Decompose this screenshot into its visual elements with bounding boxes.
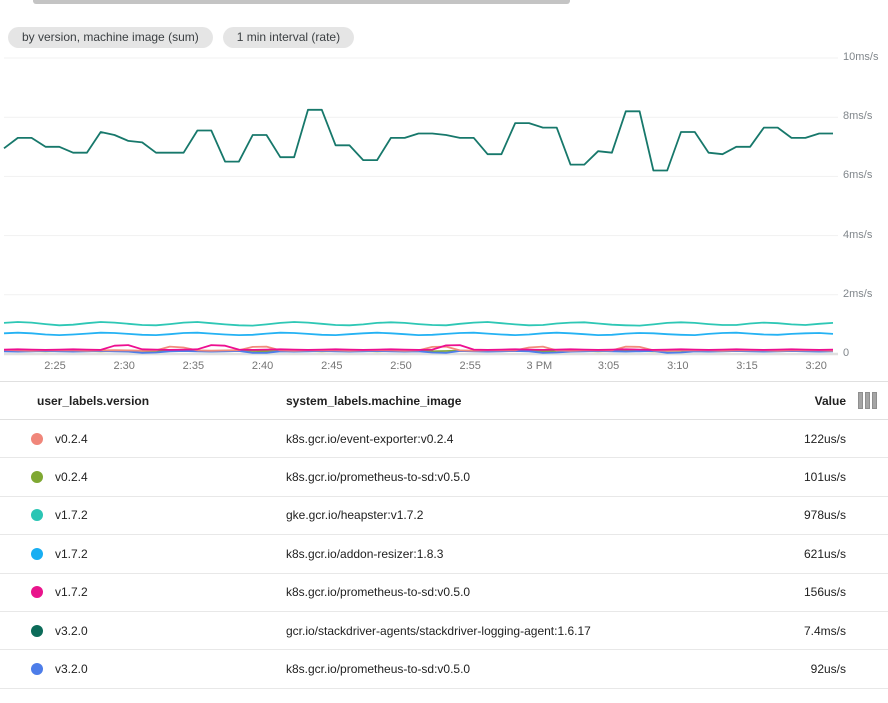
cell-version: v0.2.4 [55,470,88,485]
cell-version: v0.2.4 [55,431,88,446]
column-header-value[interactable]: Value [814,393,846,408]
cell-machine-image: k8s.gcr.io/prometheus-to-sd:v0.5.0 [286,585,471,600]
x-axis-label: 3:15 [736,360,758,372]
series-color-dot [31,586,43,599]
y-axis-label: 8ms/s [843,110,873,123]
x-axis-label: 3 PM [526,360,553,372]
cell-machine-image: gcr.io/stackdriver-agents/stackdriver-lo… [286,623,591,638]
x-axis-label: 2:45 [321,360,343,372]
table-row[interactable]: v0.2.4 k8s.gcr.io/event-exporter:v0.2.4 12… [0,420,888,459]
cell-value: 156us/s [803,585,846,600]
cell-machine-image: k8s.gcr.io/prometheus-to-sd:v0.5.0 [286,470,471,485]
chart-option-chips: by version, machine image (sum) 1 min in… [8,27,355,48]
legend-table-body: v0.2.4 k8s.gcr.io/event-exporter:v0.2.4 12… [0,420,888,689]
cell-value: 92us/s [810,662,846,677]
table-row[interactable]: v3.2.0 gcr.io/stackdriver-agents/stackdri… [0,612,888,651]
column-settings-icon[interactable] [857,392,877,409]
x-axis-label: 3:10 [667,360,689,372]
chart-plot-area[interactable] [0,50,888,360]
cell-machine-image: k8s.gcr.io/addon-resizer:1.8.3 [286,546,444,561]
cell-machine-image: k8s.gcr.io/prometheus-to-sd:v0.5.0 [286,662,471,677]
series-color-dot [31,663,43,676]
interval-chip[interactable]: 1 min interval (rate) [222,27,355,48]
cell-version: v1.7.2 [55,585,88,600]
cell-machine-image: k8s.gcr.io/event-exporter:v0.2.4 [286,431,454,446]
y-axis-label: 4ms/s [843,228,873,241]
x-axis-label: 2:40 [251,360,274,372]
y-axis-label: 2ms/s [843,287,873,300]
x-axis-label: 3:20 [805,360,827,372]
cell-version: v1.7.2 [55,508,88,523]
series-line[interactable] [3,108,833,172]
top-toolbar-fragment [33,0,570,4]
table-row[interactable]: v3.2.0 k8s.gcr.io/prometheus-to-sd:v0.5.0… [0,650,888,689]
timeseries-chart[interactable]: 10ms/s 8ms/s 6ms/s 4ms/s 2ms/s 0 2:25 2:30 2:35… [0,50,888,380]
series-line[interactable] [3,344,834,351]
x-axis-label: 2:50 [390,360,412,372]
x-axis-label: 2:35 [182,360,205,372]
legend-table-header: user_labels.version system_labels.machin… [0,381,888,420]
y-axis-label: 0 [843,347,850,359]
legend-table: user_labels.version system_labels.machin… [0,381,888,689]
table-row[interactable]: v0.2.4 k8s.gcr.io/prometheus-to-sd:v0.5.0… [0,458,888,497]
cell-value: 621us/s [803,546,846,561]
series-color-dot [31,547,43,560]
series-line[interactable] [3,321,834,327]
cell-version: v1.7.2 [55,546,88,561]
x-axis-label: 2:25 [44,360,66,372]
table-row[interactable]: v1.7.2 k8s.gcr.io/addon-resizer:1.8.3 621u… [0,535,888,574]
table-row[interactable]: v1.7.2 k8s.gcr.io/prometheus-to-sd:v0.5.0… [0,574,888,612]
cell-machine-image: gke.gcr.io/heapster:v1.7.2 [286,508,424,523]
cell-value: 122us/s [803,431,846,446]
y-axis-label: 6ms/s [843,169,873,182]
series-line[interactable] [3,331,834,337]
grouping-chip[interactable]: by version, machine image (sum) [8,27,213,48]
series-color-dot [31,471,43,484]
cell-version: v3.2.0 [55,662,88,677]
column-header-version[interactable]: user_labels.version [37,393,150,408]
cell-value: 978us/s [803,508,846,523]
y-axis-label: 10ms/s [843,51,879,63]
series-color-dot [31,509,43,522]
cell-value: 101us/s [803,470,846,485]
cell-value: 7.4ms/s [803,623,846,638]
column-header-machine-image[interactable]: system_labels.machine_image [286,393,462,408]
cell-version: v3.2.0 [55,623,88,638]
x-axis-label: 2:55 [459,360,481,372]
series-color-dot [31,624,43,637]
x-axis-label: 3:05 [597,360,620,372]
x-axis-label: 2:30 [113,360,135,372]
series-color-dot [31,432,43,445]
table-row[interactable]: v1.7.2 gke.gcr.io/heapster:v1.7.2 978us/s [0,497,888,536]
